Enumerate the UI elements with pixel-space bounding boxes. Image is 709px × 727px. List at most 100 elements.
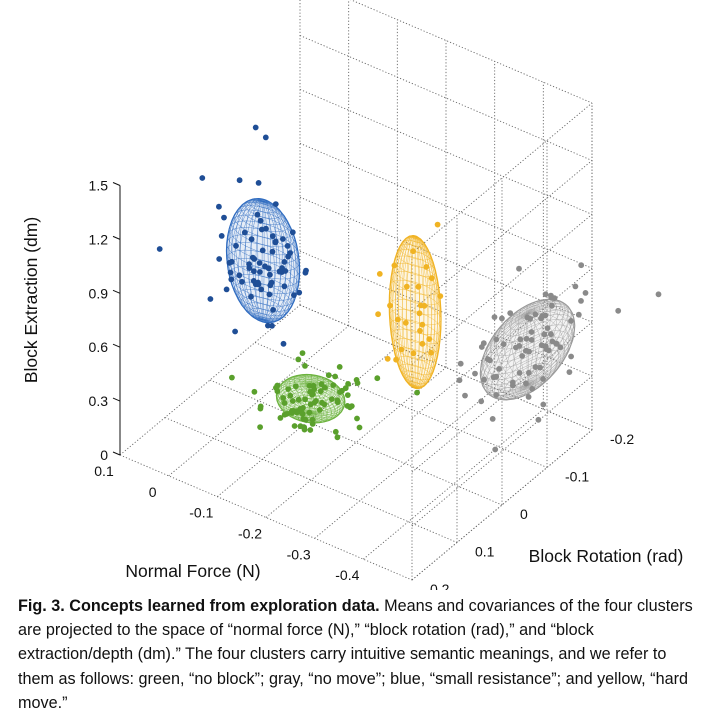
data-point [272, 238, 279, 245]
ellipsoid-hard-move [388, 235, 442, 390]
data-point [259, 247, 266, 254]
data-point [354, 415, 360, 422]
data-point [255, 281, 262, 288]
data-point [572, 283, 579, 290]
data-point [269, 322, 275, 329]
data-point [313, 398, 319, 404]
data-point [428, 349, 434, 356]
data-point [393, 356, 399, 363]
data-point [336, 364, 343, 370]
floor-grid-line [209, 379, 503, 506]
data-point [309, 416, 316, 423]
y-tick-label: -0.2 [610, 431, 634, 447]
data-point [391, 262, 398, 269]
x-tick-label: -0.1 [189, 505, 213, 521]
floor-grid-line [168, 325, 349, 477]
data-point [316, 407, 323, 413]
data-point [254, 211, 261, 218]
floor-grid-line [314, 387, 495, 539]
data-point [542, 312, 549, 319]
data-point [489, 416, 496, 422]
side-wall-grid-line [411, 375, 593, 527]
y-tick-label: 0 [520, 506, 528, 522]
data-point [527, 315, 533, 322]
data-point [557, 344, 564, 351]
data-point [256, 260, 263, 266]
y-axis-label: Block Rotation (rad) [529, 546, 684, 566]
data-point [615, 307, 622, 314]
data-point [344, 392, 351, 398]
data-point [241, 229, 248, 236]
z-axis-label: Block Extraction (dm) [21, 217, 41, 383]
caption-body: Means and covariances of the four cluste… [18, 597, 693, 712]
data-point [325, 372, 332, 379]
data-point [532, 364, 539, 370]
data-point [236, 177, 243, 184]
floor-grid-line [119, 304, 301, 456]
data-point [257, 269, 263, 275]
data-point [291, 423, 298, 429]
data-point [415, 283, 422, 290]
data-point [268, 279, 275, 286]
data-point [526, 369, 532, 376]
points-no-move [456, 262, 662, 453]
data-point [492, 446, 499, 453]
data-point [267, 271, 273, 278]
data-point [332, 428, 339, 435]
data-point [525, 394, 532, 400]
data-point [568, 353, 574, 360]
data-point [309, 391, 316, 398]
z-tick-label: 1.2 [89, 231, 109, 247]
data-point [384, 355, 391, 362]
data-point [295, 356, 302, 363]
data-point [426, 336, 433, 342]
data-point [246, 265, 253, 271]
data-point [417, 327, 423, 334]
points-no-block [229, 350, 420, 441]
data-point [528, 329, 535, 335]
data-point [302, 416, 309, 423]
data-point [321, 384, 328, 391]
z-tick-mark [112, 343, 121, 348]
data-point [513, 344, 519, 351]
data-point [522, 347, 529, 354]
y-tick-label: -0.1 [565, 469, 589, 485]
data-point [249, 254, 256, 261]
data-point [398, 346, 405, 353]
data-point [309, 421, 316, 427]
z-tick-label: 0.6 [89, 339, 109, 355]
data-point [516, 370, 523, 376]
data-point [227, 269, 234, 276]
data-point [236, 272, 243, 279]
data-point [218, 233, 225, 239]
data-point [582, 290, 589, 296]
data-point [419, 340, 426, 347]
data-point [484, 356, 491, 363]
data-point [548, 294, 555, 301]
data-point [156, 246, 163, 252]
data-point [578, 298, 584, 304]
data-point [542, 291, 549, 298]
data-point [540, 401, 547, 408]
data-point [480, 340, 487, 347]
points-hard-move [375, 221, 444, 363]
data-point [493, 392, 500, 398]
data-point [334, 399, 341, 406]
data-point [496, 366, 502, 372]
data-point [302, 396, 308, 403]
data-point [395, 316, 401, 323]
chart-figure: 00.30.60.91.21.50.10-0.1-0.2-0.3-0.4-0.5… [21, 0, 684, 604]
tick-labels: 00.30.60.91.21.50.10-0.1-0.2-0.3-0.4-0.5… [89, 177, 635, 604]
data-point [239, 278, 245, 285]
caption-lead: Fig. 3. Concepts learned from exploratio… [18, 597, 380, 615]
data-point [472, 370, 478, 377]
data-point [478, 398, 485, 405]
data-point [306, 409, 313, 416]
data-point [226, 259, 233, 266]
data-point [252, 124, 259, 131]
data-point [541, 331, 548, 338]
data-point [223, 286, 230, 293]
data-point [265, 322, 271, 329]
data-point [542, 343, 549, 349]
data-point [319, 399, 325, 406]
